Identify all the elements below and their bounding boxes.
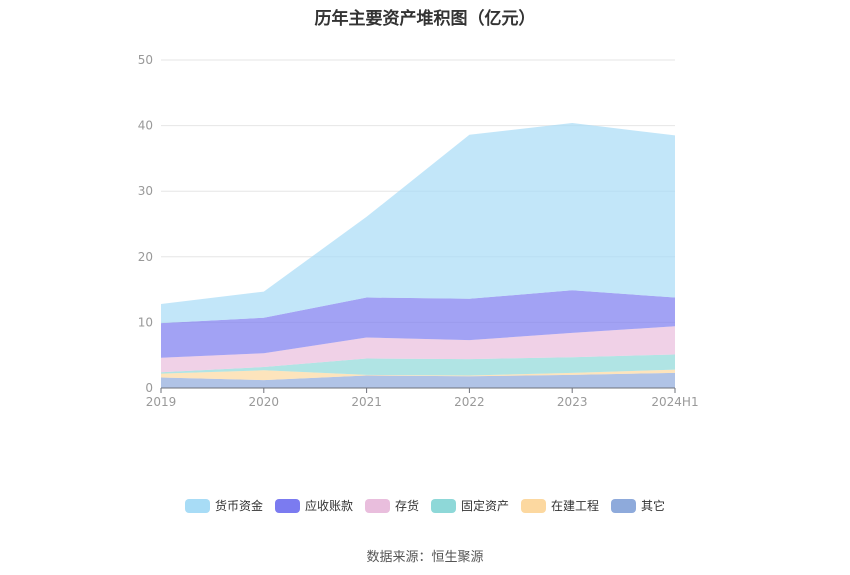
legend-label: 应收账款	[304, 499, 353, 513]
area-series-1	[161, 369, 675, 381]
legend-item[interactable]: 其它	[611, 497, 665, 514]
x-tick-label: 2022	[454, 395, 485, 409]
legend-label: 在建工程	[551, 499, 600, 513]
area-series-5	[161, 123, 675, 324]
y-tick-label: 10	[138, 315, 153, 329]
y-tick-label: 0	[145, 381, 153, 395]
x-tick-label: 2024H1	[651, 395, 698, 409]
legend-swatch	[364, 498, 390, 513]
legend-swatch	[521, 498, 547, 513]
x-tick-label: 2023	[557, 395, 588, 409]
y-tick-label: 20	[138, 250, 153, 264]
chart-title: 历年主要资产堆积图（亿元）	[314, 9, 536, 29]
axes: 0 10 20 30 40 50 2019 2020 2021 2022 2023 2024H1	[138, 53, 699, 409]
x-tick-label: 2020	[249, 395, 280, 409]
legend-swatch	[611, 498, 637, 513]
x-tick-label: 2019	[146, 395, 177, 409]
legend-item[interactable]: 固定资产	[431, 497, 509, 514]
area-series-4	[161, 290, 675, 358]
legend-item[interactable]: 在建工程	[521, 497, 599, 514]
legend-swatch	[431, 498, 456, 513]
x-tick-label: 2021	[351, 395, 382, 409]
legend-swatch	[184, 498, 210, 513]
legend-label: 固定资产	[461, 499, 510, 513]
legend-label: 货币资金	[214, 499, 263, 513]
legend-item[interactable]: 应收账款	[274, 497, 353, 514]
legend-item[interactable]: 货币资金	[184, 497, 263, 514]
y-tick-label: 30	[138, 184, 153, 198]
area-series-2	[161, 354, 675, 376]
y-tick-label: 50	[138, 53, 153, 67]
y-tick-label: 40	[138, 119, 153, 133]
legend-swatch	[274, 498, 300, 513]
legend: 货币资金 应收账款 存货 固定资产 在建工程 其它	[0, 497, 850, 514]
source-note: 数据来源：恒生聚源	[366, 550, 484, 565]
legend-label: 存货	[394, 499, 419, 513]
area-series	[161, 123, 675, 388]
legend-label: 其它	[641, 499, 666, 513]
legend-item[interactable]: 存货	[364, 497, 419, 514]
area-series-0	[161, 372, 675, 388]
area-series-3	[161, 326, 675, 373]
